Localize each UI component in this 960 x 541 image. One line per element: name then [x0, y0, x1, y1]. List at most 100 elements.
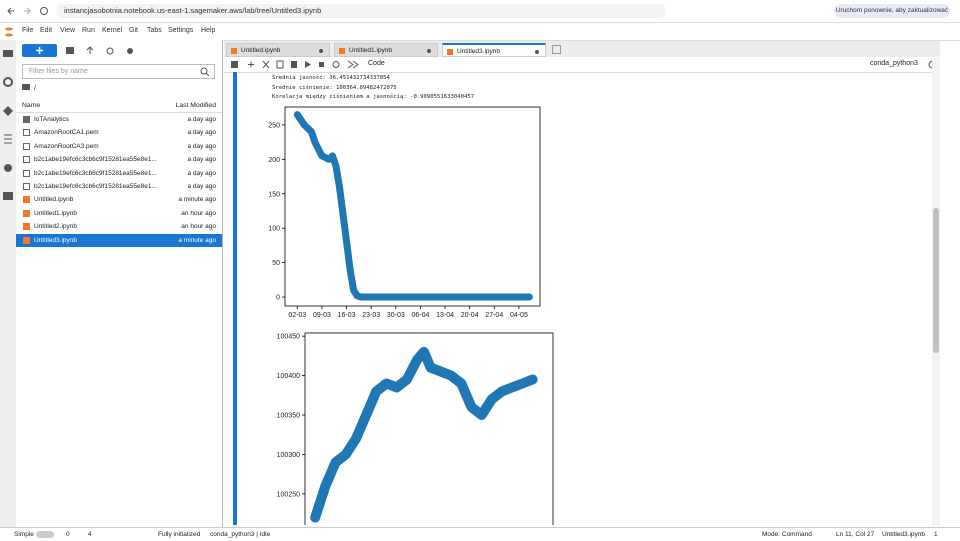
notebook-tab[interactable]: Untitled3.ipynb: [442, 43, 546, 57]
menu-item[interactable]: Settings: [168, 27, 194, 34]
x-tick-label: 04-05: [510, 312, 528, 319]
sidebar-icon-set[interactable]: [0, 40, 16, 210]
file-row[interactable]: b2c1abe19efc6c3cb6c9f15281ea55e8e1... a d…: [16, 180, 222, 193]
plot-frame: [304, 332, 554, 525]
cursor-position[interactable]: Ln 11, Col 27: [836, 531, 875, 538]
tab-close[interactable]: [427, 49, 431, 53]
menu-item[interactable]: Tabs: [147, 27, 162, 34]
file-row[interactable]: Untitled1.ipynb an hour ago: [16, 207, 222, 220]
menu-item[interactable]: Kernel: [102, 27, 123, 34]
menu-item[interactable]: Run: [82, 27, 95, 34]
scroll-thumb[interactable]: [933, 208, 939, 353]
search-icon: [200, 67, 210, 77]
x-tick-label: 16-03: [338, 312, 356, 319]
update-button[interactable]: Uruchom ponownie, aby zaktualizować: [834, 4, 950, 18]
file-modified: a day ago: [187, 116, 216, 123]
file-name: AmazonRootCA3.pem: [34, 142, 99, 150]
new-tab-button[interactable]: [552, 45, 561, 54]
tab-icon: [447, 49, 453, 55]
y-tick-label: 0: [276, 295, 280, 302]
file-list-header[interactable]: Name Last Modified: [16, 100, 222, 113]
output-line: Średnia jasność: 36.451432734337854: [272, 75, 390, 81]
jupyter-logo: [5, 27, 13, 37]
menu-item[interactable]: Help: [201, 27, 216, 34]
notebook-toolbar: Code conda_python3: [224, 57, 940, 73]
breadcrumb[interactable]: /: [22, 84, 36, 92]
mode-toggle[interactable]: [36, 531, 54, 538]
scatter-points: [310, 346, 538, 523]
menu-item[interactable]: View: [60, 27, 76, 34]
file-row[interactable]: Untitled3.ipynb a minute ago: [16, 233, 222, 247]
plot-frame: [284, 106, 541, 307]
kernel-name[interactable]: conda_python3: [870, 60, 918, 67]
file-name: Untitled3.ipynb: [882, 531, 925, 538]
x-tick-label: 30-03: [387, 312, 405, 319]
file-icon: [23, 196, 30, 204]
status-bar: Simple 0 4 Fully initialized conda_pytho…: [0, 527, 960, 541]
file-modified: a day ago: [187, 183, 216, 190]
toolbar-icons[interactable]: [230, 59, 370, 70]
file-row[interactable]: b2c1abe19efc6c3cb6c9f15281ea55e8e1... a d…: [16, 167, 222, 180]
file-icon: [23, 116, 30, 123]
file-toolbar[interactable]: [64, 45, 144, 57]
file-modified: a day ago: [187, 142, 216, 150]
file-name: b2c1abe19efc6c3cb6c9f15281ea55e8e1...: [34, 169, 157, 177]
file-row[interactable]: b2c1abe19efc6c3cb6c9f15281ea55e8e1... a d…: [16, 153, 222, 166]
kernel-count[interactable]: 4: [88, 531, 92, 538]
filter-input[interactable]: Filter files by name: [22, 64, 215, 79]
output-line: Średnie ciśnienie: 100364.09482472075: [272, 84, 397, 91]
file-name: Untitled2.ipynb: [34, 223, 77, 231]
file-modified: a day ago: [187, 169, 216, 177]
x-tick-label: 20-04: [461, 312, 479, 319]
menu-item[interactable]: File: [22, 27, 34, 34]
cell-type-select[interactable]: Code: [368, 60, 385, 67]
y-tick-label: 100250: [277, 491, 300, 498]
x-tick-label: 23-03: [362, 312, 380, 319]
file-icon: [23, 156, 30, 164]
file-modified: an hour ago: [181, 223, 216, 231]
notebook-tab[interactable]: Untitled1.ipynb: [334, 43, 438, 57]
output-line: Korelacja między ciśnieniem a jasnością:…: [272, 94, 475, 100]
output-plots: 0 50 100 150 200 250 02-03 09-03 16-03 23-03 30-03…: [268, 106, 554, 525]
kernel-state[interactable]: conda_python3 | Idle: [210, 531, 271, 538]
url-bar[interactable]: instancjasobotnia.notebook.us-east-1.sag…: [56, 4, 666, 18]
column-modified[interactable]: Last Modified: [175, 102, 216, 109]
scatter-points: [293, 111, 533, 301]
y-tick-label: 100450: [277, 334, 300, 341]
tab-close[interactable]: [319, 49, 323, 53]
file-row[interactable]: Untitled.ipynb a minute ago: [16, 193, 222, 206]
x-tick-label: 13-04: [436, 312, 454, 319]
x-tick-label: 09-03: [313, 312, 331, 319]
file-name: Untitled1.ipynb: [34, 209, 77, 217]
terminal-count[interactable]: 0: [66, 531, 70, 538]
file-row[interactable]: AmazonRootCA1.pem a day ago: [16, 126, 222, 139]
y-tick-label: 100300: [277, 452, 300, 459]
y-tick-label: 100350: [277, 413, 300, 420]
notebook-tab[interactable]: Untitled.ipynb: [226, 43, 330, 57]
file-icon: [23, 142, 30, 150]
menu-item[interactable]: Git: [129, 27, 138, 34]
tab-label: Untitled.ipynb: [241, 47, 281, 54]
file-row[interactable]: Untitled2.ipynb an hour ago: [16, 220, 222, 233]
new-launcher-button[interactable]: [22, 44, 57, 57]
x-tick-label: 06-04: [411, 312, 429, 319]
notification-count[interactable]: 1: [934, 531, 938, 538]
file-icon: [23, 236, 30, 244]
file-list: IoTAnalytics a day ago AmazonRootCA1.pem a …: [16, 113, 222, 253]
file-name: IoTAnalytics: [34, 116, 69, 123]
scrollbar[interactable]: [932, 58, 940, 525]
tab-close[interactable]: [535, 50, 539, 54]
y-tick-label: 50: [272, 260, 280, 267]
file-row[interactable]: IoTAnalytics a day ago: [16, 113, 222, 126]
file-icon: [23, 223, 30, 231]
menu-item[interactable]: Edit: [40, 27, 53, 34]
file-row[interactable]: AmazonRootCA3.pem a day ago: [16, 140, 222, 153]
column-name[interactable]: Name: [22, 102, 41, 109]
file-name: Untitled.ipynb: [34, 196, 74, 204]
file-modified: a day ago: [187, 156, 216, 164]
file-modified: a day ago: [187, 129, 216, 137]
file-name: b2c1abe19efc6c3cb6c9f15281ea55e8e1...: [34, 156, 157, 164]
nav-buttons[interactable]: [6, 5, 50, 17]
